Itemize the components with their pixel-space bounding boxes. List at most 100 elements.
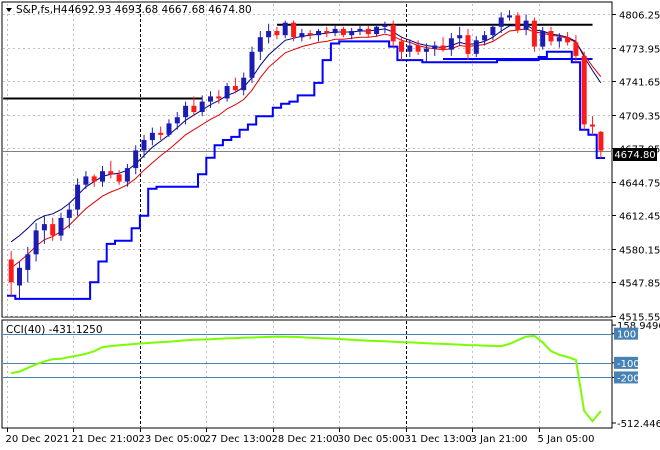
candle[interactable] xyxy=(216,90,222,104)
candle[interactable] xyxy=(598,131,604,159)
time-tick-label: 21 Dec 21:00 xyxy=(72,434,139,445)
candle-body xyxy=(41,224,47,231)
candle[interactable] xyxy=(457,26,463,46)
candle[interactable] xyxy=(66,202,72,229)
candle-body xyxy=(498,17,504,27)
candle[interactable] xyxy=(124,163,130,187)
candle[interactable] xyxy=(507,10,512,21)
candle[interactable] xyxy=(282,20,288,39)
candle[interactable] xyxy=(316,28,321,42)
candle[interactable] xyxy=(166,119,172,137)
candle[interactable] xyxy=(357,25,363,36)
candle[interactable] xyxy=(365,25,371,38)
candle[interactable] xyxy=(291,20,297,42)
candle-body xyxy=(141,140,147,151)
candle[interactable] xyxy=(407,39,413,57)
candle[interactable] xyxy=(382,21,388,34)
candle[interactable] xyxy=(340,26,346,38)
candle[interactable] xyxy=(158,126,164,141)
candle[interactable] xyxy=(482,30,488,46)
candle[interactable] xyxy=(141,134,147,158)
candle[interactable] xyxy=(498,12,504,34)
candle[interactable] xyxy=(41,215,47,244)
candle[interactable] xyxy=(390,20,396,47)
candle[interactable] xyxy=(523,14,529,36)
candle[interactable] xyxy=(133,145,139,175)
candle[interactable] xyxy=(473,36,479,57)
candle[interactable] xyxy=(565,32,571,46)
cci-tick-label: 158.9496 xyxy=(617,321,660,332)
candle-body xyxy=(440,45,446,50)
candle[interactable] xyxy=(332,25,338,37)
candle[interactable] xyxy=(33,223,39,262)
candle[interactable] xyxy=(183,101,189,125)
candle[interactable] xyxy=(25,246,31,283)
candle[interactable] xyxy=(307,29,313,40)
candle[interactable] xyxy=(399,36,404,61)
candle[interactable] xyxy=(100,165,105,187)
candle[interactable] xyxy=(174,111,180,130)
candle[interactable] xyxy=(349,27,355,40)
candle[interactable] xyxy=(50,217,56,241)
candle[interactable] xyxy=(8,251,14,296)
candle-body xyxy=(232,86,238,91)
moving-averages xyxy=(7,24,605,300)
candle[interactable] xyxy=(232,77,238,94)
candle[interactable] xyxy=(208,91,213,108)
candle[interactable] xyxy=(257,30,263,61)
candle[interactable] xyxy=(581,51,587,130)
candle[interactable] xyxy=(116,170,122,185)
candle[interactable] xyxy=(91,174,97,187)
candle-body xyxy=(25,254,31,270)
candle[interactable] xyxy=(556,33,562,48)
candle-body xyxy=(515,15,521,30)
candle-body xyxy=(91,176,97,182)
candle[interactable] xyxy=(448,33,454,56)
price-tick-label: 4612.45 xyxy=(619,212,660,223)
candle-body xyxy=(448,38,454,50)
candle[interactable] xyxy=(573,35,579,63)
time-tick-label: 28 Dec 21:00 xyxy=(272,434,339,445)
candle[interactable] xyxy=(17,261,22,299)
candle[interactable] xyxy=(515,12,521,34)
candle[interactable] xyxy=(108,160,114,179)
candle[interactable] xyxy=(241,72,247,96)
candle[interactable] xyxy=(490,24,496,41)
slow-moving-average-line xyxy=(10,28,602,269)
candle-body xyxy=(249,51,255,78)
price-grid xyxy=(3,4,611,317)
cci-tick-label: -100 xyxy=(617,359,640,370)
candle[interactable] xyxy=(590,116,595,135)
lower-channel-line xyxy=(7,40,605,300)
candle[interactable] xyxy=(83,171,89,189)
candle[interactable] xyxy=(191,96,197,117)
candle[interactable] xyxy=(548,26,554,46)
candle[interactable] xyxy=(432,41,438,56)
candle[interactable] xyxy=(324,26,330,38)
candle[interactable] xyxy=(423,43,429,63)
candle[interactable] xyxy=(374,24,380,37)
candle[interactable] xyxy=(199,95,205,117)
candle-body xyxy=(83,176,89,185)
candle-body xyxy=(473,40,479,54)
candle[interactable] xyxy=(58,212,64,241)
candle-body xyxy=(108,171,114,175)
candle[interactable] xyxy=(75,178,81,216)
candle[interactable] xyxy=(540,26,546,50)
collapse-arrow-icon[interactable] xyxy=(6,8,12,12)
candle[interactable] xyxy=(274,26,280,40)
candle[interactable] xyxy=(415,40,421,55)
candlesticks[interactable] xyxy=(8,10,604,299)
candle-body xyxy=(581,55,587,125)
candle[interactable] xyxy=(531,17,537,52)
candle[interactable] xyxy=(249,46,255,83)
candle[interactable] xyxy=(465,28,471,61)
candle[interactable] xyxy=(440,37,446,52)
candle[interactable] xyxy=(299,28,305,42)
candle[interactable] xyxy=(266,23,272,44)
candle[interactable] xyxy=(224,82,230,102)
price-panel[interactable]: 4806.254773.954741.654709.354677.054644.… xyxy=(1,1,660,324)
candle[interactable] xyxy=(149,127,155,146)
